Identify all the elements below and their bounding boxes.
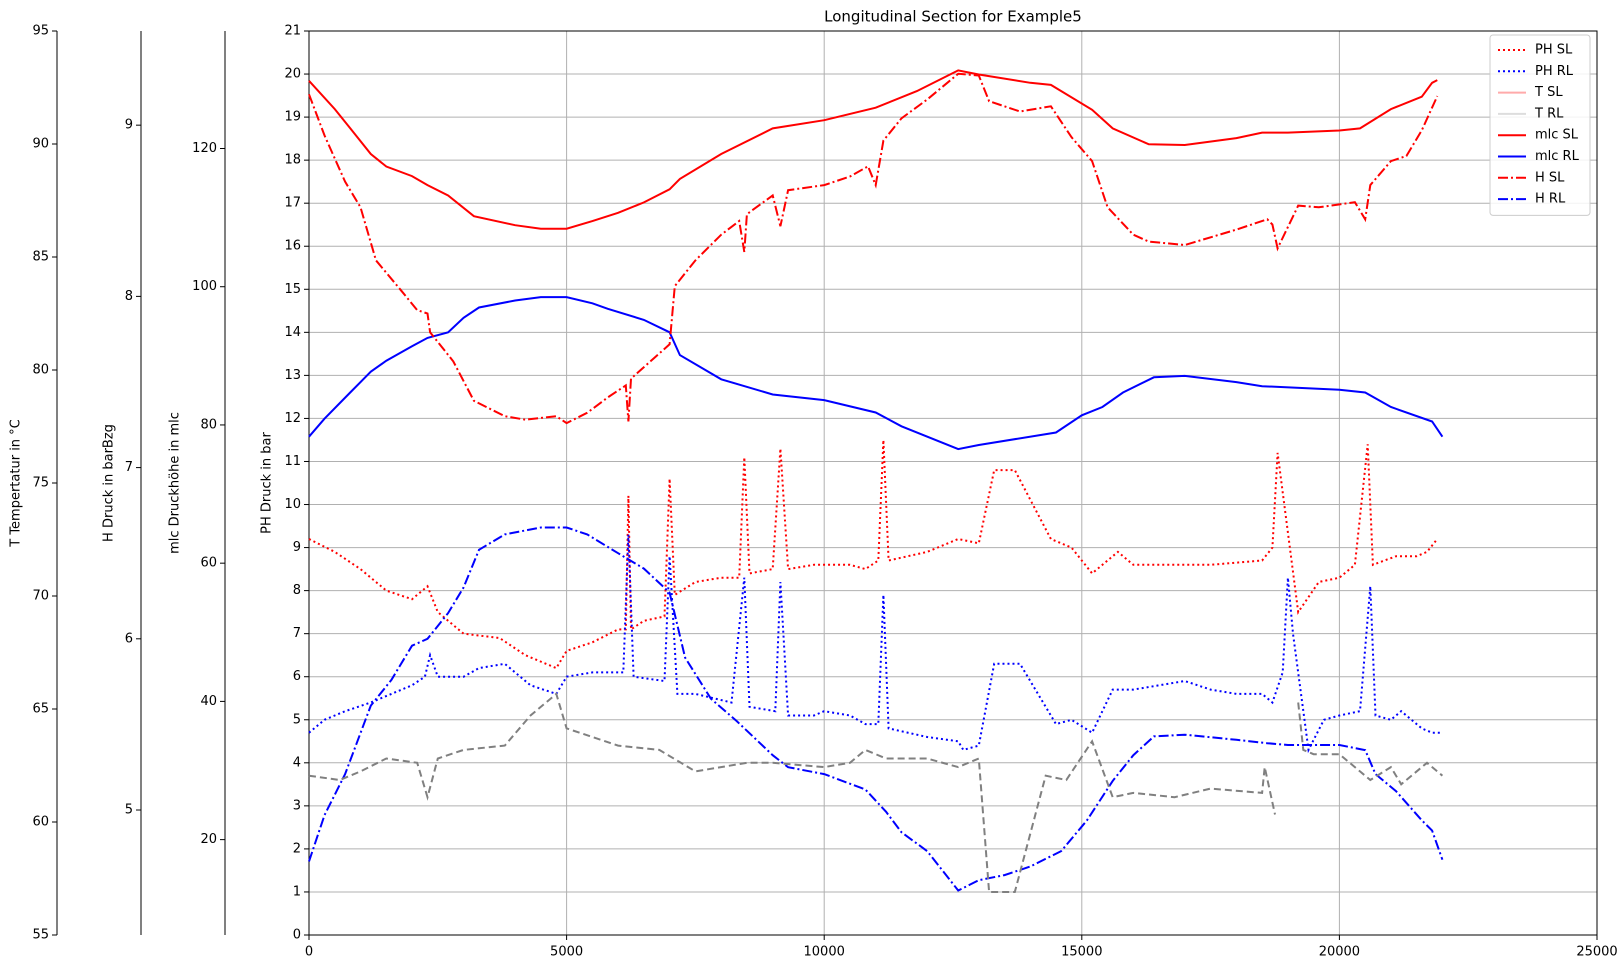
x-tick-label: 20000 xyxy=(1319,945,1360,960)
y-tick-label: 14 xyxy=(284,325,301,340)
legend-label: PH SL xyxy=(1535,43,1573,58)
y-tick-label: 15 xyxy=(284,282,301,297)
y-tick-label: 55 xyxy=(32,928,49,943)
y-tick-label: 10 xyxy=(284,497,301,512)
legend-label: T RL xyxy=(1534,106,1564,121)
series-line xyxy=(308,69,1438,230)
y-axis-label: mlc Druckhöhe in mlc xyxy=(168,412,183,554)
y-axis-label: T Tempertatur in °C xyxy=(9,419,24,548)
y-tick-label: 75 xyxy=(32,476,49,491)
y-tick-label: 9 xyxy=(293,540,301,555)
y-tick-label: 60 xyxy=(200,556,217,571)
y-tick-label: 85 xyxy=(32,250,49,265)
x-tick-label: 25000 xyxy=(1576,945,1617,960)
y-tick-label: 3 xyxy=(293,798,301,813)
y-tick-label: 20 xyxy=(200,832,217,847)
x-tick-label: 5000 xyxy=(550,945,583,960)
plot-frame xyxy=(308,30,1598,936)
y-tick-label: 90 xyxy=(32,137,49,152)
y-tick-label: 2 xyxy=(293,841,301,856)
y-tick-label: 120 xyxy=(192,141,217,156)
y-tick-label: 20 xyxy=(284,67,301,82)
legend-label: mlc SL xyxy=(1535,128,1579,143)
legend-box xyxy=(1489,34,1591,216)
series-line xyxy=(308,526,1444,892)
y-tick-label: 5 xyxy=(125,803,133,818)
y-tick-label: 11 xyxy=(284,454,301,469)
y-tick-label: 65 xyxy=(32,702,49,717)
y-tick-label: 9 xyxy=(125,118,133,133)
y-axis-label: PH Druck in bar xyxy=(260,432,275,534)
y-tick-label: 6 xyxy=(125,631,133,646)
legend-label: H RL xyxy=(1535,192,1566,207)
y-tick-label: 13 xyxy=(284,368,301,383)
y-tick-label: 18 xyxy=(284,153,301,168)
y-tick-label: 7 xyxy=(125,460,133,475)
y-axis-label: H Druck in barBzg xyxy=(102,424,117,542)
y-tick-label: 0 xyxy=(293,928,301,943)
y-tick-label: 19 xyxy=(284,110,301,125)
y-tick-label: 8 xyxy=(293,583,301,598)
y-tick-label: 100 xyxy=(192,279,217,294)
y-tick-label: 80 xyxy=(32,363,49,378)
y-tick-label: 17 xyxy=(284,196,301,211)
legend-label: H SL xyxy=(1535,170,1565,185)
y-tick-label: 12 xyxy=(284,411,301,426)
y-tick-label: 40 xyxy=(200,694,217,709)
chart-title: Longitudinal Section for Example5 xyxy=(824,8,1082,26)
legend-label: mlc RL xyxy=(1535,149,1580,164)
y-tick-label: 4 xyxy=(293,755,301,770)
series-line xyxy=(308,72,1439,425)
y-tick-label: 8 xyxy=(125,289,133,304)
series-line xyxy=(308,439,1439,670)
y-tick-label: 6 xyxy=(293,669,301,684)
x-tick-label: 15000 xyxy=(1061,945,1102,960)
y-tick-label: 80 xyxy=(200,417,217,432)
y-tick-label: 70 xyxy=(32,589,49,604)
y-tick-label: 21 xyxy=(284,24,301,39)
legend-label: PH RL xyxy=(1535,64,1574,79)
y-tick-label: 60 xyxy=(32,815,49,830)
y-tick-label: 1 xyxy=(293,884,301,899)
series-line xyxy=(308,534,1443,754)
y-tick-label: 95 xyxy=(32,24,49,39)
y-tick-label: 7 xyxy=(293,626,301,641)
y-tick-label: 16 xyxy=(284,239,301,254)
y-tick-label: 5 xyxy=(293,712,301,727)
x-tick-label: 10000 xyxy=(804,945,845,960)
series-line xyxy=(308,692,1444,893)
series-line xyxy=(308,296,1444,451)
legend-label: T SL xyxy=(1534,85,1563,100)
x-tick-label: 0 xyxy=(305,945,313,960)
